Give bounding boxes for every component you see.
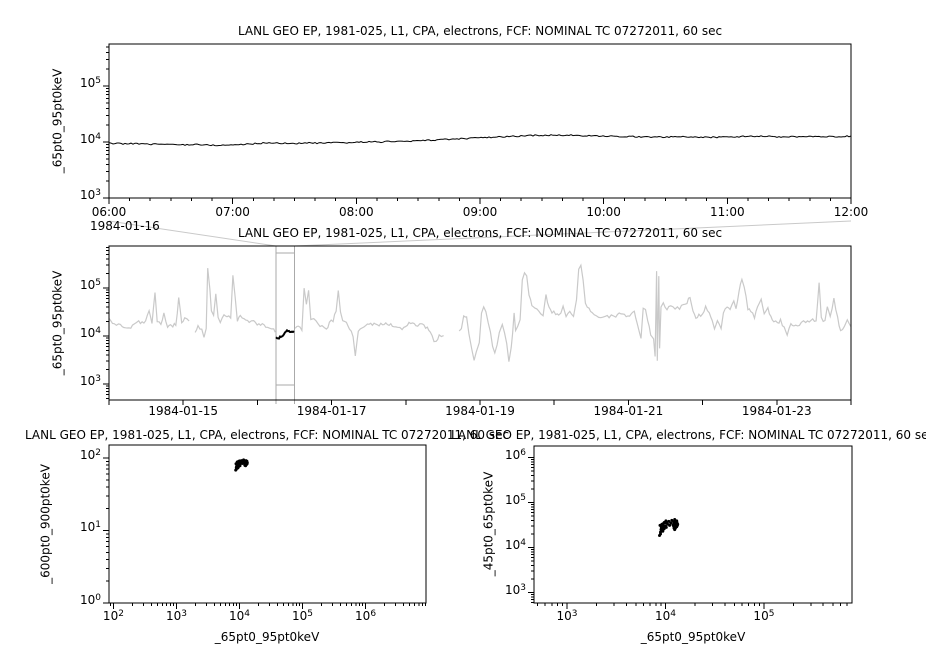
overview-spine xyxy=(108,245,852,401)
y-axis-ticks xyxy=(103,46,109,199)
scatter-left-points xyxy=(234,458,249,472)
detail-series xyxy=(108,134,852,147)
x-tick-label: 103 xyxy=(165,609,187,623)
detail-plot-area[interactable] xyxy=(109,44,851,198)
context-date-label: 1984-01-16 xyxy=(90,219,160,233)
detail-spine xyxy=(108,43,852,199)
detail-panel-title: LANL GEO EP, 1981-025, L1, CPA, electron… xyxy=(237,24,723,38)
y-tick-label: 105 xyxy=(79,278,101,292)
date-tick-label: 1984-01-23 xyxy=(741,404,812,418)
x-tick-label: 106 xyxy=(355,609,377,623)
x-tick-label: 105 xyxy=(292,609,314,623)
time-tick-label: 10:00 xyxy=(586,205,621,219)
date-tick-label: 1984-01-19 xyxy=(445,404,515,418)
y-tick-label: 104 xyxy=(79,325,101,340)
x-tick-label: 104 xyxy=(654,609,676,623)
scatter-right-panel-title: LANL GEO EP, 1981-025, L1, CPA, electron… xyxy=(450,428,926,442)
y-tick-label: 105 xyxy=(79,75,101,90)
y-tick-label: 102 xyxy=(79,447,101,462)
scatter-right-plot-area[interactable] xyxy=(534,446,852,603)
x-tick-label: 105 xyxy=(753,609,775,623)
x-tick-label: 104 xyxy=(228,609,251,623)
scatter-left-spine xyxy=(108,444,427,604)
overview-time-axis-ticks xyxy=(108,400,852,405)
date-tick-label: 1984-01-21 xyxy=(593,404,664,418)
scatter-left-x-axis-label: _65pt0_95pt0keV xyxy=(214,630,320,644)
y-tick-label: 100 xyxy=(79,593,101,607)
y-tick-label: 103 xyxy=(79,188,101,202)
context-connector-lines xyxy=(108,220,852,247)
detail-time-axis-ticks xyxy=(108,198,852,204)
x-axis-ticks xyxy=(536,603,848,609)
y-tick-label: 104 xyxy=(504,537,526,552)
time-tick-label: 11:00 xyxy=(710,205,745,219)
date-tick-label: 1984-01-15 xyxy=(148,404,219,418)
y-axis-ticks xyxy=(103,246,109,399)
overview-series xyxy=(108,263,852,362)
time-tick-label: 08:00 xyxy=(339,205,374,219)
y-tick-label: 103 xyxy=(79,373,101,388)
overview-plot-area[interactable] xyxy=(109,246,851,400)
time-tick-label: 09:00 xyxy=(462,205,498,219)
scatter-right-points xyxy=(658,518,680,537)
time-tick-label: 06:00 xyxy=(91,205,127,219)
y-tick-label: 101 xyxy=(79,520,101,535)
scatter-left-plot-area[interactable] xyxy=(109,445,426,603)
overview-highlight-series xyxy=(275,328,295,340)
context-zoom-box[interactable] xyxy=(275,246,295,404)
overview-panel-title: LANL GEO EP, 1981-025, L1, CPA, electron… xyxy=(237,226,723,240)
time-tick-label: 12:00 xyxy=(833,205,869,219)
y-tick-label: 103 xyxy=(504,582,526,597)
x-tick-label: 102 xyxy=(102,609,124,623)
scatter-left-panel-title: LANL GEO EP, 1981-025, L1, CPA, electron… xyxy=(24,428,510,442)
y-tick-label: 104 xyxy=(79,131,101,146)
y-axis-ticks xyxy=(103,457,109,604)
x-axis-ticks xyxy=(110,603,427,609)
y-tick-label: 106 xyxy=(504,447,526,462)
scatter-right-spine xyxy=(533,445,853,604)
x-tick-label: 103 xyxy=(556,609,578,623)
date-tick-label: 1984-01-17 xyxy=(296,404,367,418)
y-tick-label: 105 xyxy=(504,492,526,507)
time-tick-label: 07:00 xyxy=(215,205,250,219)
y-axis-ticks xyxy=(528,457,534,604)
scatter-right-x-axis-label: _65pt0_95pt0keV xyxy=(640,630,746,644)
